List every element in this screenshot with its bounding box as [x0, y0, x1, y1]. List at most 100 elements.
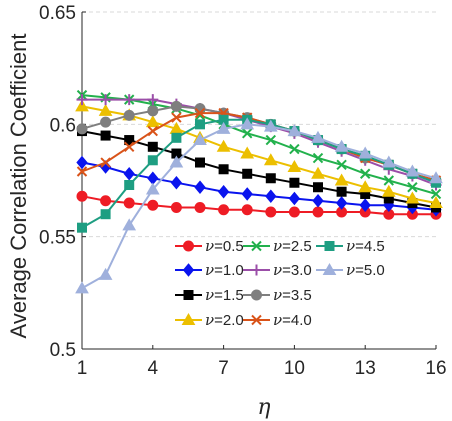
legend-entry: ν=1.0: [175, 261, 244, 279]
legend-marker: [251, 314, 262, 326]
data-point: [98, 103, 113, 116]
data-point: [76, 190, 88, 202]
data-point: [147, 155, 158, 166]
data-point: [334, 139, 349, 152]
series-line: [82, 98, 437, 186]
data-point: [123, 94, 135, 106]
data-point: [171, 132, 182, 143]
legend-entry: ν=3.0: [243, 261, 312, 279]
data-point: [265, 173, 276, 184]
x-tick-label: 16: [425, 358, 446, 379]
data-point: [265, 206, 277, 218]
data-point: [288, 191, 301, 206]
data-point: [381, 155, 396, 168]
data-point: [100, 130, 111, 141]
data-point: [334, 173, 349, 186]
data-point: [336, 186, 347, 197]
legend-label: ν=3.0: [273, 261, 312, 279]
legend-label: ν=5.0: [346, 261, 385, 279]
data-point: [100, 94, 112, 106]
data-point: [76, 166, 88, 177]
legend-label: ν=4.5: [346, 237, 385, 255]
data-point: [289, 177, 300, 188]
series-line: [81, 161, 437, 211]
legend-entry: ν=4.5: [316, 237, 385, 255]
y-tick-label: 0.6: [50, 115, 76, 136]
legend-marker: [181, 312, 196, 325]
data-point: [195, 157, 205, 168]
y-tick-label: 0.55: [39, 228, 76, 249]
legend-entry: ν=3.5: [243, 286, 312, 304]
legend-label: ν=2.0: [205, 311, 244, 329]
data-point: [359, 198, 371, 212]
data-point: [381, 184, 396, 197]
data-point: [100, 209, 111, 220]
legend-marker: [183, 240, 194, 252]
data-point: [311, 166, 325, 179]
data-point: [194, 180, 206, 195]
data-point: [170, 201, 182, 213]
series-line: [81, 118, 437, 229]
legend-label: ν=3.5: [273, 286, 312, 304]
data-point: [241, 187, 253, 201]
data-point: [289, 143, 300, 155]
x-axis-label: η: [257, 395, 270, 420]
data-point: [218, 204, 230, 216]
data-point: [193, 133, 207, 146]
data-point: [336, 159, 347, 170]
data-point: [124, 135, 135, 146]
data-point: [405, 191, 420, 204]
data-point: [217, 184, 230, 199]
data-point: [194, 201, 206, 213]
data-point: [122, 218, 137, 231]
data-point: [240, 146, 255, 159]
data-point: [100, 157, 111, 168]
data-point: [216, 139, 231, 152]
series-line: [81, 123, 437, 290]
data-point: [123, 109, 135, 121]
x-tick-label: 7: [218, 358, 229, 379]
data-point: [76, 94, 88, 106]
data-point: [147, 141, 158, 152]
series-line: [81, 112, 437, 182]
series-line: [81, 105, 437, 204]
data-point: [147, 199, 159, 211]
data-point: [287, 160, 302, 173]
data-point: [194, 107, 206, 119]
data-point: [216, 121, 231, 134]
x-tick-label: 10: [284, 358, 305, 379]
legend-entry: ν=0.5: [175, 237, 244, 255]
data-point: [123, 141, 135, 153]
data-point: [147, 105, 159, 117]
data-point: [242, 168, 253, 179]
data-point: [313, 182, 323, 193]
series: [75, 117, 443, 294]
x-tick-label: 4: [148, 358, 159, 379]
legend-label: ν=4.0: [273, 311, 312, 329]
data-point: [170, 175, 183, 190]
data-point: [429, 171, 443, 184]
y-tick-label: 0.65: [39, 3, 76, 24]
data-point: [287, 124, 302, 137]
legend-entry: ν=2.0: [175, 311, 244, 329]
data-point: [170, 100, 182, 112]
legend-entry: ν=2.5: [243, 237, 312, 255]
data-point: [407, 182, 418, 193]
data-point: [195, 119, 205, 130]
legend-entry: ν=5.0: [316, 261, 385, 279]
data-point: [358, 146, 373, 159]
legend-label: ν=1.5: [205, 286, 244, 304]
data-point: [75, 99, 89, 112]
data-point: [76, 155, 88, 170]
data-point: [218, 164, 229, 175]
data-point: [241, 204, 253, 216]
series-lines: [75, 89, 443, 294]
legend-entry: ν=4.0: [243, 311, 312, 329]
data-point: [263, 119, 278, 132]
legend-entry: ν=1.5: [175, 286, 244, 304]
data-point: [100, 195, 112, 207]
data-point: [429, 195, 443, 208]
series: [76, 190, 442, 220]
data-point: [147, 125, 159, 137]
